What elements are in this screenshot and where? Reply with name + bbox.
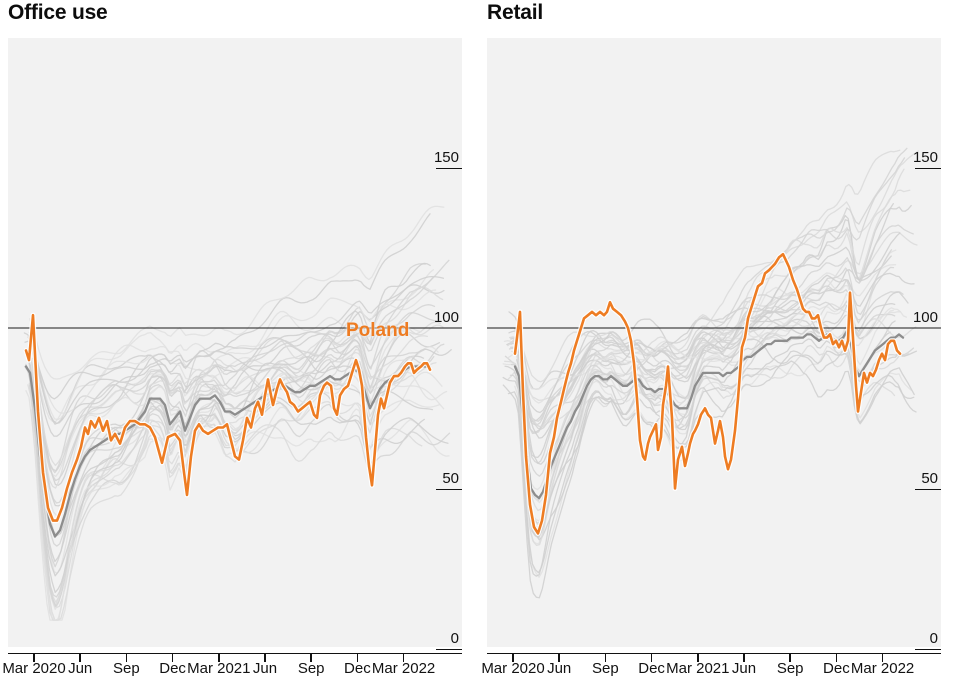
background-country-line xyxy=(510,331,917,465)
x-axis-label: Mar 2021 xyxy=(187,660,251,677)
line-plot xyxy=(8,205,462,621)
chart-title-retail: Retail xyxy=(487,1,543,24)
background-country-line xyxy=(25,367,448,517)
x-axis-label: Dec xyxy=(638,660,665,677)
background-country-line xyxy=(28,275,445,425)
y-axis-label: 0 xyxy=(450,630,459,647)
office-use-chart: Office use 0 50 100 150 Mar 2020 Jun Sep Dec Mar… xyxy=(2,0,462,684)
x-axis-label: Jun xyxy=(547,660,572,677)
background-country-line xyxy=(508,266,895,477)
y-axis-label: 150 xyxy=(433,148,459,166)
x-axis-label: Jun xyxy=(252,660,278,677)
x-axis-label: Sep xyxy=(592,660,619,677)
y-axis-tick xyxy=(436,167,462,169)
chart-title-office: Office use xyxy=(8,1,108,24)
y-axis-label: 100 xyxy=(433,309,459,326)
poland-line xyxy=(513,252,902,535)
y-axis-label: 100 xyxy=(912,309,938,326)
background-country-line xyxy=(24,348,452,594)
poland-series-label: Poland xyxy=(346,320,410,341)
x-axis-label: Mar 2021 xyxy=(666,660,730,677)
plot-area-office xyxy=(8,38,462,647)
x-axis-tick xyxy=(604,654,607,662)
background-country-line xyxy=(25,339,435,472)
x-axis-label: Dec xyxy=(159,660,186,677)
x-axis-tick xyxy=(310,654,312,662)
y-axis-label: 150 xyxy=(912,148,938,166)
x-axis-baseline xyxy=(8,653,462,654)
x-axis-tick xyxy=(650,654,653,662)
background-country-line xyxy=(509,285,904,426)
y-axis-tick xyxy=(436,488,462,490)
x-axis-tick xyxy=(356,654,359,662)
background-country-line xyxy=(510,147,908,430)
x-axis-baseline xyxy=(487,653,941,654)
background-country-line xyxy=(36,262,431,577)
x-axis-tick xyxy=(789,654,791,662)
background-country-line xyxy=(27,363,431,621)
x-axis-tick xyxy=(743,654,745,662)
x-axis-label: Jun xyxy=(68,660,93,677)
y-axis-label: 50 xyxy=(921,469,938,487)
x-axis-tick xyxy=(697,654,699,662)
x-axis-tick xyxy=(218,654,220,662)
background-country-line xyxy=(25,259,450,607)
x-axis-tick xyxy=(881,654,884,662)
background-country-line xyxy=(34,353,445,414)
y-axis-label: 50 xyxy=(442,469,459,487)
background-country-line xyxy=(33,311,437,474)
x-axis-label: Dec xyxy=(823,660,850,677)
x-axis-tick xyxy=(558,654,560,662)
x-axis-label: Dec xyxy=(344,660,371,677)
y-axis-tick xyxy=(915,488,941,490)
x-axis-tick xyxy=(512,654,514,662)
background-country-line xyxy=(504,189,911,529)
background-country-line xyxy=(507,168,905,512)
x-axis-label: Mar 2022 xyxy=(371,660,436,677)
background-country-line xyxy=(510,300,896,464)
y-axis-tick xyxy=(915,649,941,650)
line-plot xyxy=(487,147,941,599)
poland-line xyxy=(24,313,432,522)
background-country-line xyxy=(506,311,902,390)
x-axis-tick xyxy=(79,654,81,662)
x-axis-label: Mar 2020 xyxy=(2,660,66,677)
background-country-line xyxy=(24,213,431,425)
x-axis-label: Mar 2020 xyxy=(481,660,545,677)
background-country-line xyxy=(27,332,441,486)
x-axis-tick xyxy=(125,654,128,662)
x-axis-tick xyxy=(402,654,405,662)
x-axis-tick xyxy=(264,654,266,662)
x-axis-tick xyxy=(171,654,174,662)
background-country-line xyxy=(26,289,437,421)
x-axis-tick xyxy=(33,654,35,662)
x-axis-label: Mar 2022 xyxy=(850,660,915,677)
background-country-line xyxy=(506,232,901,414)
x-axis-label: Sep xyxy=(776,660,804,677)
background-country-line xyxy=(514,249,897,545)
retail-chart: Retail 0 50 100 150 Mar 2020 Jun Sep Dec Mar 202… xyxy=(481,0,941,684)
x-axis-label: Jun xyxy=(731,660,757,677)
x-axis-tick xyxy=(835,654,838,662)
x-axis-label: Sep xyxy=(297,660,325,677)
y-axis-tick xyxy=(915,167,941,169)
y-axis-tick xyxy=(436,649,462,650)
background-country-line xyxy=(29,205,445,380)
background-country-line xyxy=(28,263,426,536)
y-axis-label: 0 xyxy=(929,630,938,647)
x-axis-label: Sep xyxy=(113,660,140,677)
